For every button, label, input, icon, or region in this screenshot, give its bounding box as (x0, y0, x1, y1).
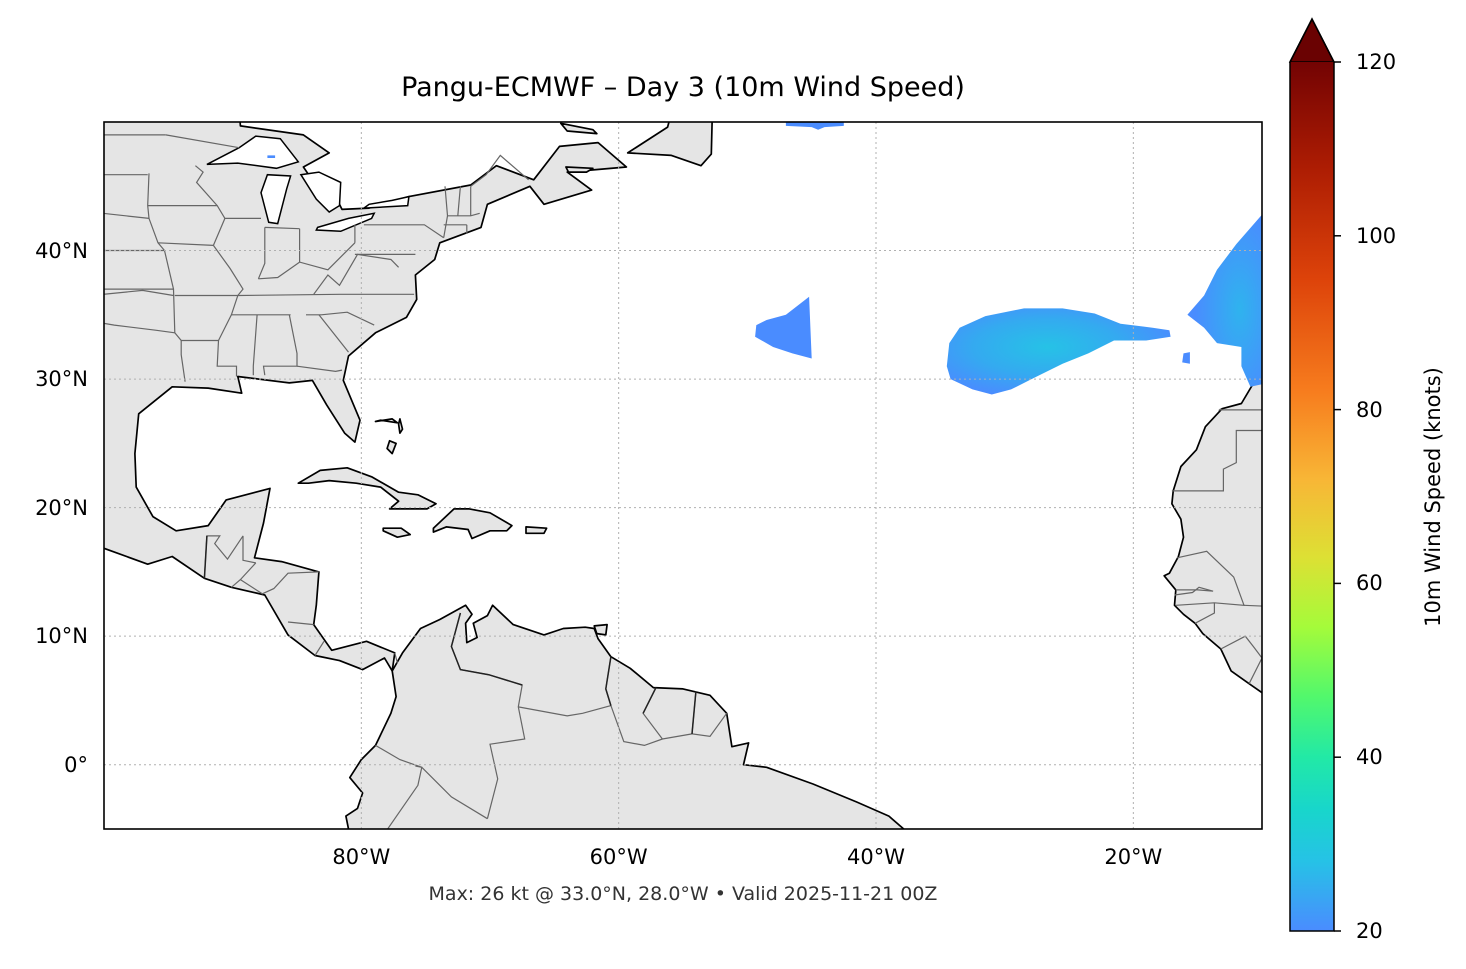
landmass-cuba (297, 466, 437, 510)
border-line (147, 205, 261, 219)
border-line (104, 212, 150, 219)
max-valid-caption: Max: 26 kt @ 33.0°N, 28.0°W • Valid 2025… (428, 883, 938, 905)
map-frame (103, 121, 1263, 830)
lat-tick-label: 40°N (35, 238, 88, 263)
landmass-bahamas-a (374, 418, 399, 424)
border-line (313, 253, 400, 295)
border-line (318, 314, 349, 353)
border-line (174, 293, 415, 297)
border-line (287, 621, 314, 626)
border-line (421, 766, 488, 820)
border-line (1174, 586, 1214, 596)
landmass-anticosti (559, 122, 598, 135)
gridlines (104, 122, 1262, 829)
lat-tick-label: 0° (64, 752, 88, 777)
border-line (212, 218, 226, 246)
lon-tick-label: 20°W (1104, 845, 1163, 869)
border-line (147, 173, 186, 382)
country-border (605, 656, 612, 706)
border-line (240, 571, 319, 595)
wind-iberia-northeast (1187, 214, 1262, 387)
lat-tick-label: 30°N (35, 367, 88, 392)
lon-tick-label: 40°W (847, 845, 905, 869)
landmass-south-america (345, 604, 906, 829)
country-border (691, 691, 697, 734)
country-borders (104, 134, 1262, 829)
lon-tick-label: 80°W (332, 845, 391, 869)
border-line (1243, 604, 1262, 607)
colorbar-gradient (1290, 62, 1334, 931)
colorbar-ticks (1334, 61, 1341, 932)
border-line (470, 154, 529, 187)
colorbar-extend-arrow (1288, 17, 1336, 63)
border-line (104, 289, 174, 297)
border-line (104, 322, 175, 334)
wind-small-patch (1182, 352, 1190, 364)
border-line (165, 134, 240, 149)
country-border (203, 535, 208, 579)
lake-ontario (361, 195, 410, 209)
lat-tick-label: 10°N (35, 624, 88, 649)
wind-patch-west-central (755, 296, 812, 359)
colorbar-tick-label: 40 (1356, 745, 1383, 770)
border-line (1175, 550, 1245, 606)
border-line (1194, 602, 1216, 624)
country-border (450, 612, 523, 686)
border-line (447, 212, 480, 217)
landmass-bahamas-c (397, 418, 404, 434)
wind-speed-field (267, 122, 1262, 395)
colorbar-tick-label: 20 (1356, 919, 1383, 943)
landmass-bahamas-b (386, 439, 397, 455)
border-line (264, 226, 300, 230)
lake-erie (315, 212, 376, 233)
map-area (104, 122, 1262, 829)
lon-tick-label: 60°W (589, 845, 648, 869)
landmass-jamaica (382, 527, 412, 539)
border-line (394, 652, 398, 664)
border-line (1220, 635, 1262, 684)
colorbar-tick-label: 60 (1356, 571, 1383, 596)
border-line (258, 242, 356, 280)
border-line (415, 765, 422, 768)
border-line (306, 311, 375, 326)
border-line (242, 535, 256, 564)
landmass-pei-cape-breton (565, 166, 594, 173)
border-line (314, 640, 325, 656)
colorbar-tick-label: 100 (1356, 223, 1397, 248)
border-line (252, 314, 258, 376)
landmass-puerto-rico (525, 526, 548, 535)
wind-core-central-atlantic (946, 308, 1171, 395)
border-line (257, 227, 266, 280)
border-line (457, 186, 461, 216)
land-layer (104, 122, 1262, 829)
lake-huron (299, 171, 342, 213)
chart-title: Pangu-ECMWF – Day 3 (10m Wind Speed) (401, 72, 965, 103)
border-line (195, 165, 218, 206)
border-line (1171, 429, 1262, 492)
lat-tick-label: 20°N (35, 495, 88, 520)
lake-michigan (260, 173, 292, 225)
wind-lake-speck (267, 155, 276, 158)
border-line (363, 224, 445, 239)
border-line (662, 733, 693, 740)
colorbar (1288, 17, 1341, 932)
lake-superior (206, 135, 300, 170)
colorbar-label: 10m Wind Speed (knots) (1421, 367, 1445, 627)
colorbar-outline (1289, 17, 1335, 932)
colorbar-tick-label: 120 (1356, 50, 1397, 74)
border-line (1217, 408, 1262, 411)
landmass-hispaniola (432, 508, 513, 540)
landmass-trinidad (593, 623, 608, 636)
border-line (610, 705, 663, 747)
country-border (642, 687, 657, 714)
border-line (296, 365, 343, 373)
border-line (1261, 657, 1262, 658)
colorbar-tick-label: 80 (1356, 397, 1383, 422)
border-line (157, 242, 214, 246)
landmass-africa (1163, 249, 1262, 694)
wind-north-edge-strip (785, 122, 844, 130)
landmass-newfoundland (626, 122, 713, 167)
